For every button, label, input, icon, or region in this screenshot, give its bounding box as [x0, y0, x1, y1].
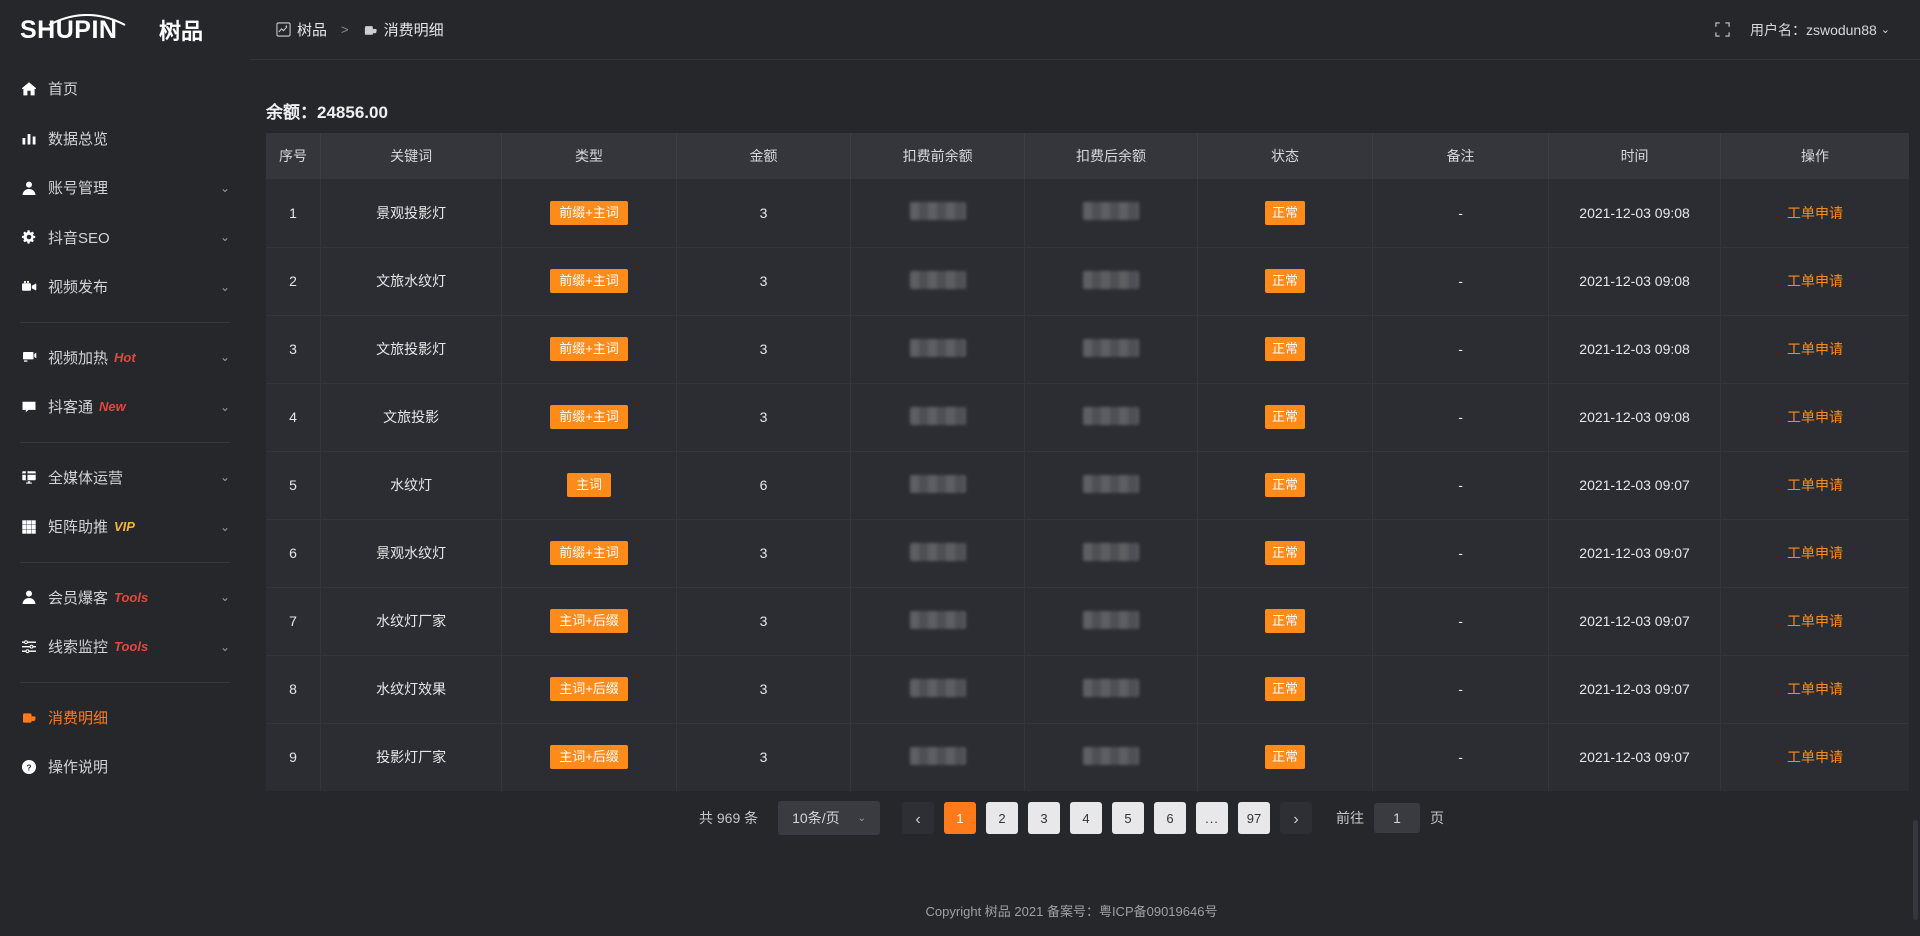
- svg-text:?: ?: [26, 762, 31, 772]
- svg-text:SHUPIN: SHUPIN: [20, 16, 117, 44]
- svg-text:树品: 树品: [159, 19, 203, 44]
